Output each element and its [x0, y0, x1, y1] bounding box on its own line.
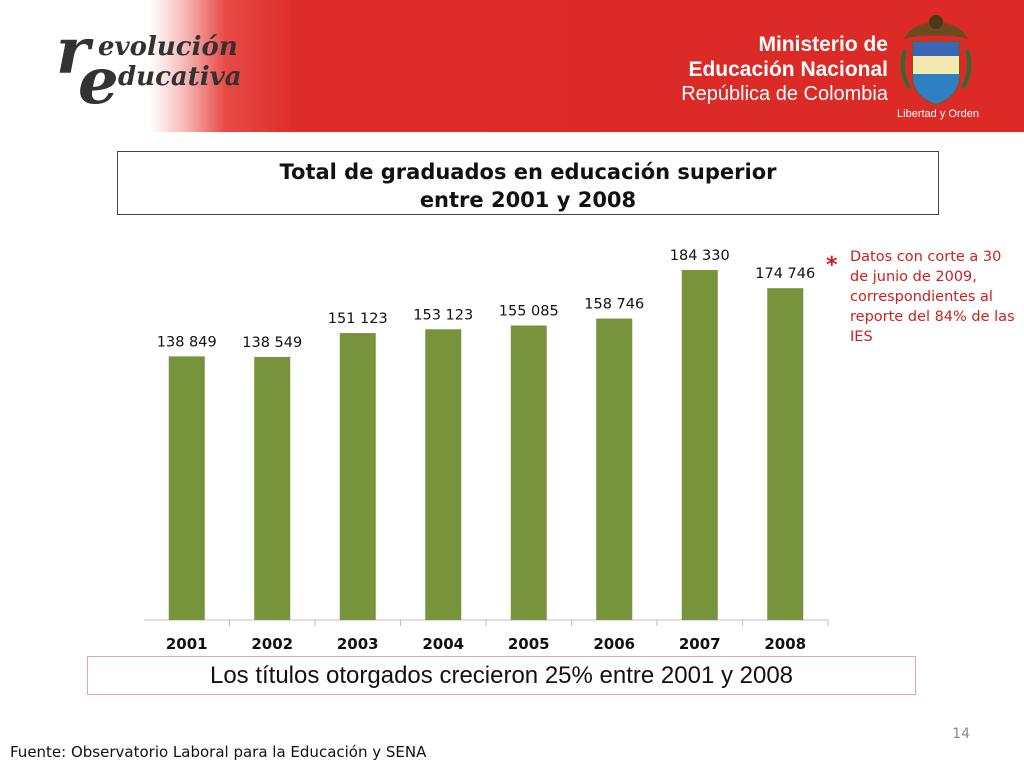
logo-word-educativa: ducativa — [118, 62, 242, 92]
ministry-line-2: Educación Nacional — [688, 58, 888, 81]
x-tick-label-2003: 2003 — [337, 635, 379, 653]
x-tick-label-2008: 2008 — [764, 635, 806, 653]
x-tick-label-2004: 2004 — [422, 635, 464, 653]
bar-2004 — [425, 329, 462, 620]
note-asterisk: * — [826, 253, 838, 278]
data-label-2001: 138 849 — [157, 334, 217, 350]
data-label-2004: 153 123 — [413, 307, 473, 323]
x-tick-label-2002: 2002 — [251, 635, 293, 653]
bar-2002 — [254, 356, 291, 620]
logo-letter-e: e — [78, 44, 119, 119]
chart-title-box: Total de graduados en educación superior… — [117, 151, 939, 215]
data-label-2008: 174 746 — [755, 266, 815, 282]
bar-2006 — [596, 318, 633, 620]
growth-summary-box: Los títulos otorgados crecieron 25% entr… — [87, 656, 916, 695]
x-tick-label-2006: 2006 — [593, 635, 635, 653]
header-banner: r e evolución ducativa Ministerio de Edu… — [0, 0, 1024, 132]
bar-2008 — [767, 288, 804, 620]
page-number: 14 — [952, 726, 970, 742]
chart-title-line-2: entre 2001 y 2008 — [419, 188, 637, 212]
data-label-2007: 184 330 — [670, 248, 730, 264]
data-cutoff-note: Datos con corte a 30 de junio de 2009, c… — [850, 249, 1015, 345]
data-label-2003: 151 123 — [328, 311, 388, 327]
logo-letter-r: r — [56, 14, 90, 89]
ministry-name: Ministerio de Educación Nacional Repúbli… — [681, 32, 888, 107]
ministry-line-3: República de Colombia — [681, 83, 888, 105]
coat-of-arms-icon — [900, 15, 972, 106]
bar-2003 — [339, 333, 376, 620]
x-tick-label-2005: 2005 — [508, 635, 550, 653]
revolucion-educativa-logo: r e evolución ducativa — [52, 14, 262, 119]
chart-title-line-1: Total de graduados en educación superior — [279, 160, 777, 184]
bar-2005 — [510, 325, 547, 620]
x-tick-label-2001: 2001 — [166, 635, 208, 653]
data-label-2002: 138 549 — [242, 335, 302, 351]
motto-text: Libertad y Orden — [897, 108, 979, 120]
ministry-line-1: Ministerio de — [758, 33, 888, 56]
x-tick-label-2007: 2007 — [679, 635, 721, 653]
data-label-2006: 158 746 — [584, 297, 644, 313]
data-label-2005: 155 085 — [499, 304, 559, 320]
source-footnote: Fuente: Observatorio Laboral para la Edu… — [10, 743, 427, 761]
bar-2001 — [168, 356, 205, 620]
bar-2007 — [681, 270, 718, 620]
logo-word-revolucion: evolución — [98, 32, 238, 62]
